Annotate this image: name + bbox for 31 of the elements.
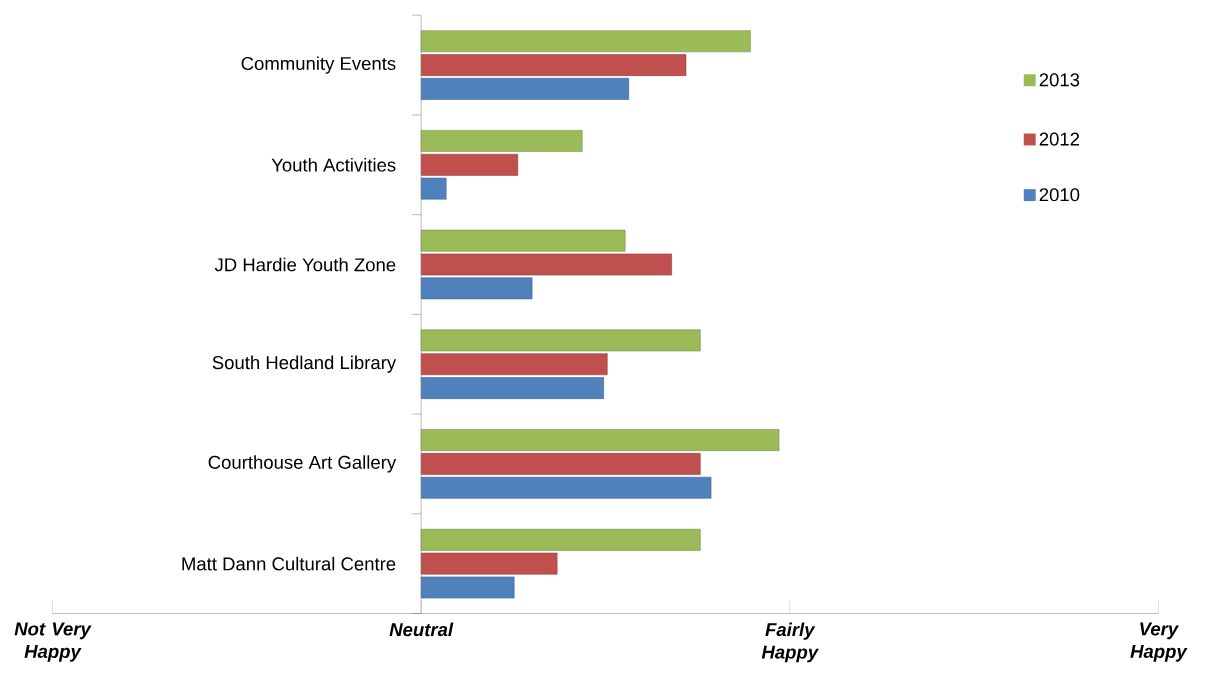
text: Neutral	[389, 622, 454, 637]
legend-label: 2010	[1039, 188, 1080, 202]
bar	[420, 429, 780, 452]
text: Very Happy	[1130, 622, 1188, 662]
bar	[420, 329, 701, 352]
bar	[420, 78, 629, 100]
bar	[420, 529, 701, 551]
bar	[420, 453, 701, 475]
bar	[420, 377, 604, 399]
bar	[420, 229, 626, 252]
y-tick-label: Courthouse Art Gallery	[208, 455, 397, 473]
legend-label: 2013	[1039, 73, 1080, 87]
bar	[420, 353, 608, 376]
text: Fairly Happy	[761, 622, 819, 663]
bar	[420, 253, 672, 276]
y-tick-label: JD Hardie Youth Zone	[214, 257, 396, 272]
bar	[420, 154, 519, 176]
text: Not Very Happy	[14, 622, 92, 662]
y-tick-label: South Hedland Library	[212, 355, 397, 373]
y-tick-label: Community Events	[241, 56, 396, 74]
y-tick-label: Youth Activities	[271, 158, 396, 172]
y-tick-label: Matt Dann Cultural Centre	[182, 556, 396, 571]
bar	[420, 130, 583, 152]
bar	[420, 576, 515, 599]
bar	[420, 476, 712, 499]
bar	[420, 30, 751, 53]
bar	[420, 54, 687, 76]
bar	[420, 277, 533, 300]
bar	[420, 177, 447, 200]
bar	[420, 552, 558, 575]
legend-label: 2012	[1039, 132, 1080, 146]
